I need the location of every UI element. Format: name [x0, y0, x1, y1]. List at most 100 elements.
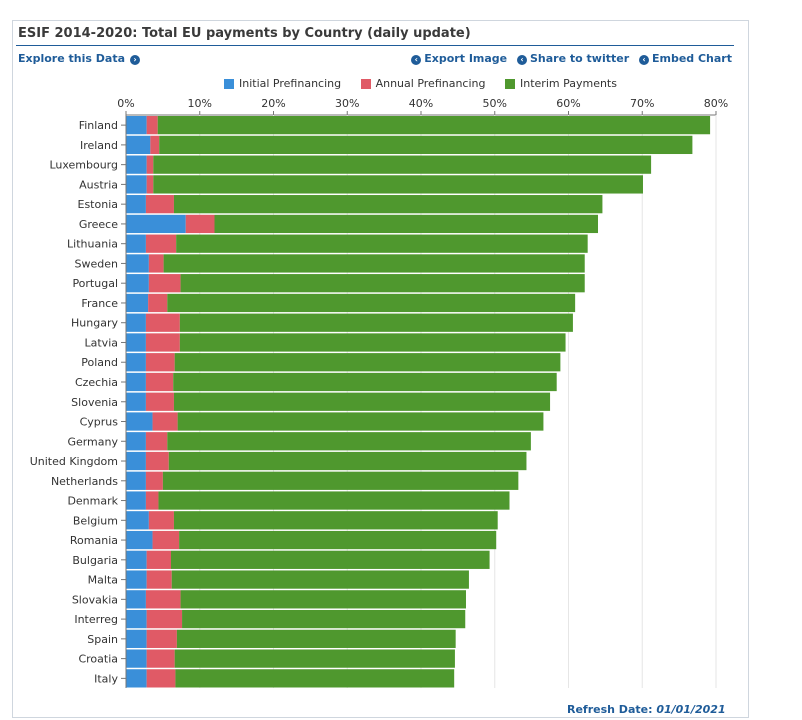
bar-initial-prefinancing[interactable] — [126, 293, 149, 313]
bar-interim-payments[interactable] — [173, 195, 603, 214]
bar-initial-prefinancing[interactable] — [126, 451, 146, 471]
bar-initial-prefinancing[interactable] — [126, 195, 146, 214]
bar-interim-payments[interactable] — [159, 135, 693, 155]
bar-initial-prefinancing[interactable] — [126, 570, 147, 589]
bar-initial-prefinancing[interactable] — [126, 629, 147, 648]
bar-interim-payments[interactable] — [174, 649, 455, 668]
bar-interim-payments[interactable] — [170, 550, 490, 569]
category-label: Cyprus — [80, 416, 119, 429]
bar-annual-prefinancing[interactable] — [145, 353, 175, 372]
bar-initial-prefinancing[interactable] — [126, 590, 146, 609]
bar-annual-prefinancing[interactable] — [145, 432, 168, 451]
bar-initial-prefinancing[interactable] — [126, 175, 147, 194]
bar-annual-prefinancing[interactable] — [145, 392, 174, 411]
bar-annual-prefinancing[interactable] — [148, 511, 174, 530]
bar-annual-prefinancing[interactable] — [152, 530, 180, 550]
bar-interim-payments[interactable] — [177, 412, 544, 431]
bar-annual-prefinancing[interactable] — [145, 372, 174, 392]
bar-interim-payments[interactable] — [180, 590, 466, 609]
bar-annual-prefinancing[interactable] — [146, 155, 154, 174]
bar-initial-prefinancing[interactable] — [126, 432, 146, 451]
bar-annual-prefinancing[interactable] — [145, 195, 174, 214]
bar-initial-prefinancing[interactable] — [126, 412, 153, 431]
bar-interim-payments[interactable] — [153, 155, 652, 174]
bar-initial-prefinancing[interactable] — [126, 254, 149, 273]
bar-annual-prefinancing[interactable] — [145, 491, 159, 510]
bar-annual-prefinancing[interactable] — [152, 412, 178, 431]
bar-interim-payments[interactable] — [179, 313, 573, 332]
bar-interim-payments[interactable] — [214, 214, 599, 234]
bar-initial-prefinancing[interactable] — [126, 274, 149, 293]
bar-interim-payments[interactable] — [179, 333, 566, 352]
bar-initial-prefinancing[interactable] — [126, 116, 147, 135]
bar-annual-prefinancing[interactable] — [146, 629, 177, 648]
bar-annual-prefinancing[interactable] — [146, 609, 183, 629]
bar-annual-prefinancing[interactable] — [185, 214, 215, 234]
legend-item-initial[interactable]: Initial Prefinancing — [224, 77, 341, 90]
bar-interim-payments[interactable] — [180, 274, 585, 293]
legend-item-interim[interactable]: Interim Payments — [505, 77, 617, 90]
bar-annual-prefinancing[interactable] — [150, 135, 160, 155]
bar-annual-prefinancing[interactable] — [145, 234, 177, 253]
bar-annual-prefinancing[interactable] — [146, 570, 172, 589]
bar-initial-prefinancing[interactable] — [126, 491, 146, 510]
bar-interim-payments[interactable] — [158, 491, 510, 510]
bar-annual-prefinancing[interactable] — [146, 649, 175, 668]
bar-interim-payments[interactable] — [173, 372, 557, 392]
bar-initial-prefinancing[interactable] — [126, 511, 149, 530]
bar-annual-prefinancing[interactable] — [145, 451, 169, 471]
bar-annual-prefinancing[interactable] — [148, 293, 168, 313]
bar-annual-prefinancing[interactable] — [145, 590, 181, 609]
bar-initial-prefinancing[interactable] — [126, 550, 147, 569]
bar-interim-payments[interactable] — [174, 353, 561, 372]
bar-interim-payments[interactable] — [176, 234, 588, 253]
export-image-link[interactable]: ‹ Export Image — [411, 52, 507, 65]
bar-annual-prefinancing[interactable] — [145, 313, 180, 332]
bar-annual-prefinancing[interactable] — [145, 471, 163, 490]
bar-interim-payments[interactable] — [157, 116, 711, 135]
share-twitter-link[interactable]: ‹ Share to twitter — [516, 52, 629, 65]
chevron-left-icon: ‹ — [638, 55, 649, 65]
bar-initial-prefinancing[interactable] — [126, 313, 146, 332]
bar-annual-prefinancing[interactable] — [145, 333, 180, 352]
bar-initial-prefinancing[interactable] — [126, 530, 153, 550]
bar-initial-prefinancing[interactable] — [126, 333, 146, 352]
bar-annual-prefinancing[interactable] — [148, 254, 164, 273]
bar-initial-prefinancing[interactable] — [126, 353, 146, 372]
bar-annual-prefinancing[interactable] — [146, 550, 171, 569]
bar-initial-prefinancing[interactable] — [126, 471, 146, 490]
bar-interim-payments[interactable] — [175, 669, 455, 688]
bar-annual-prefinancing[interactable] — [146, 116, 158, 135]
bar-initial-prefinancing[interactable] — [126, 669, 147, 688]
bar-interim-payments[interactable] — [167, 293, 576, 313]
bar-interim-payments[interactable] — [171, 570, 469, 589]
bar-initial-prefinancing[interactable] — [126, 214, 186, 234]
bar-initial-prefinancing[interactable] — [126, 372, 146, 392]
bar-initial-prefinancing[interactable] — [126, 234, 146, 253]
bar-annual-prefinancing[interactable] — [148, 274, 181, 293]
bar-initial-prefinancing[interactable] — [126, 649, 147, 668]
bar-interim-payments[interactable] — [182, 609, 466, 629]
bar-annual-prefinancing[interactable] — [146, 175, 154, 194]
bar-interim-payments[interactable] — [173, 392, 551, 411]
bar-interim-payments[interactable] — [176, 629, 456, 648]
refresh-label: Refresh Date: — [567, 703, 653, 716]
explore-data-link[interactable]: Explore this Data › — [18, 52, 140, 65]
refresh-date-info: Refresh Date: 01/01/2021 — [567, 703, 726, 716]
embed-chart-link[interactable]: ‹ Embed Chart — [638, 52, 732, 65]
bar-interim-payments[interactable] — [153, 175, 643, 194]
bar-annual-prefinancing[interactable] — [146, 669, 176, 688]
bar-interim-payments[interactable] — [173, 511, 498, 530]
bar-interim-payments[interactable] — [168, 451, 527, 471]
bar-interim-payments[interactable] — [162, 471, 519, 490]
bar-interim-payments[interactable] — [163, 254, 585, 273]
legend-item-annual[interactable]: Annual Prefinancing — [360, 77, 486, 90]
bar-initial-prefinancing[interactable] — [126, 392, 146, 411]
bar-initial-prefinancing[interactable] — [126, 609, 147, 629]
bar-initial-prefinancing[interactable] — [126, 155, 147, 174]
bar-initial-prefinancing[interactable] — [126, 135, 151, 155]
bar-interim-payments[interactable] — [167, 432, 531, 451]
bar-interim-payments[interactable] — [179, 530, 497, 550]
chevron-left-icon: ‹ — [516, 55, 527, 65]
